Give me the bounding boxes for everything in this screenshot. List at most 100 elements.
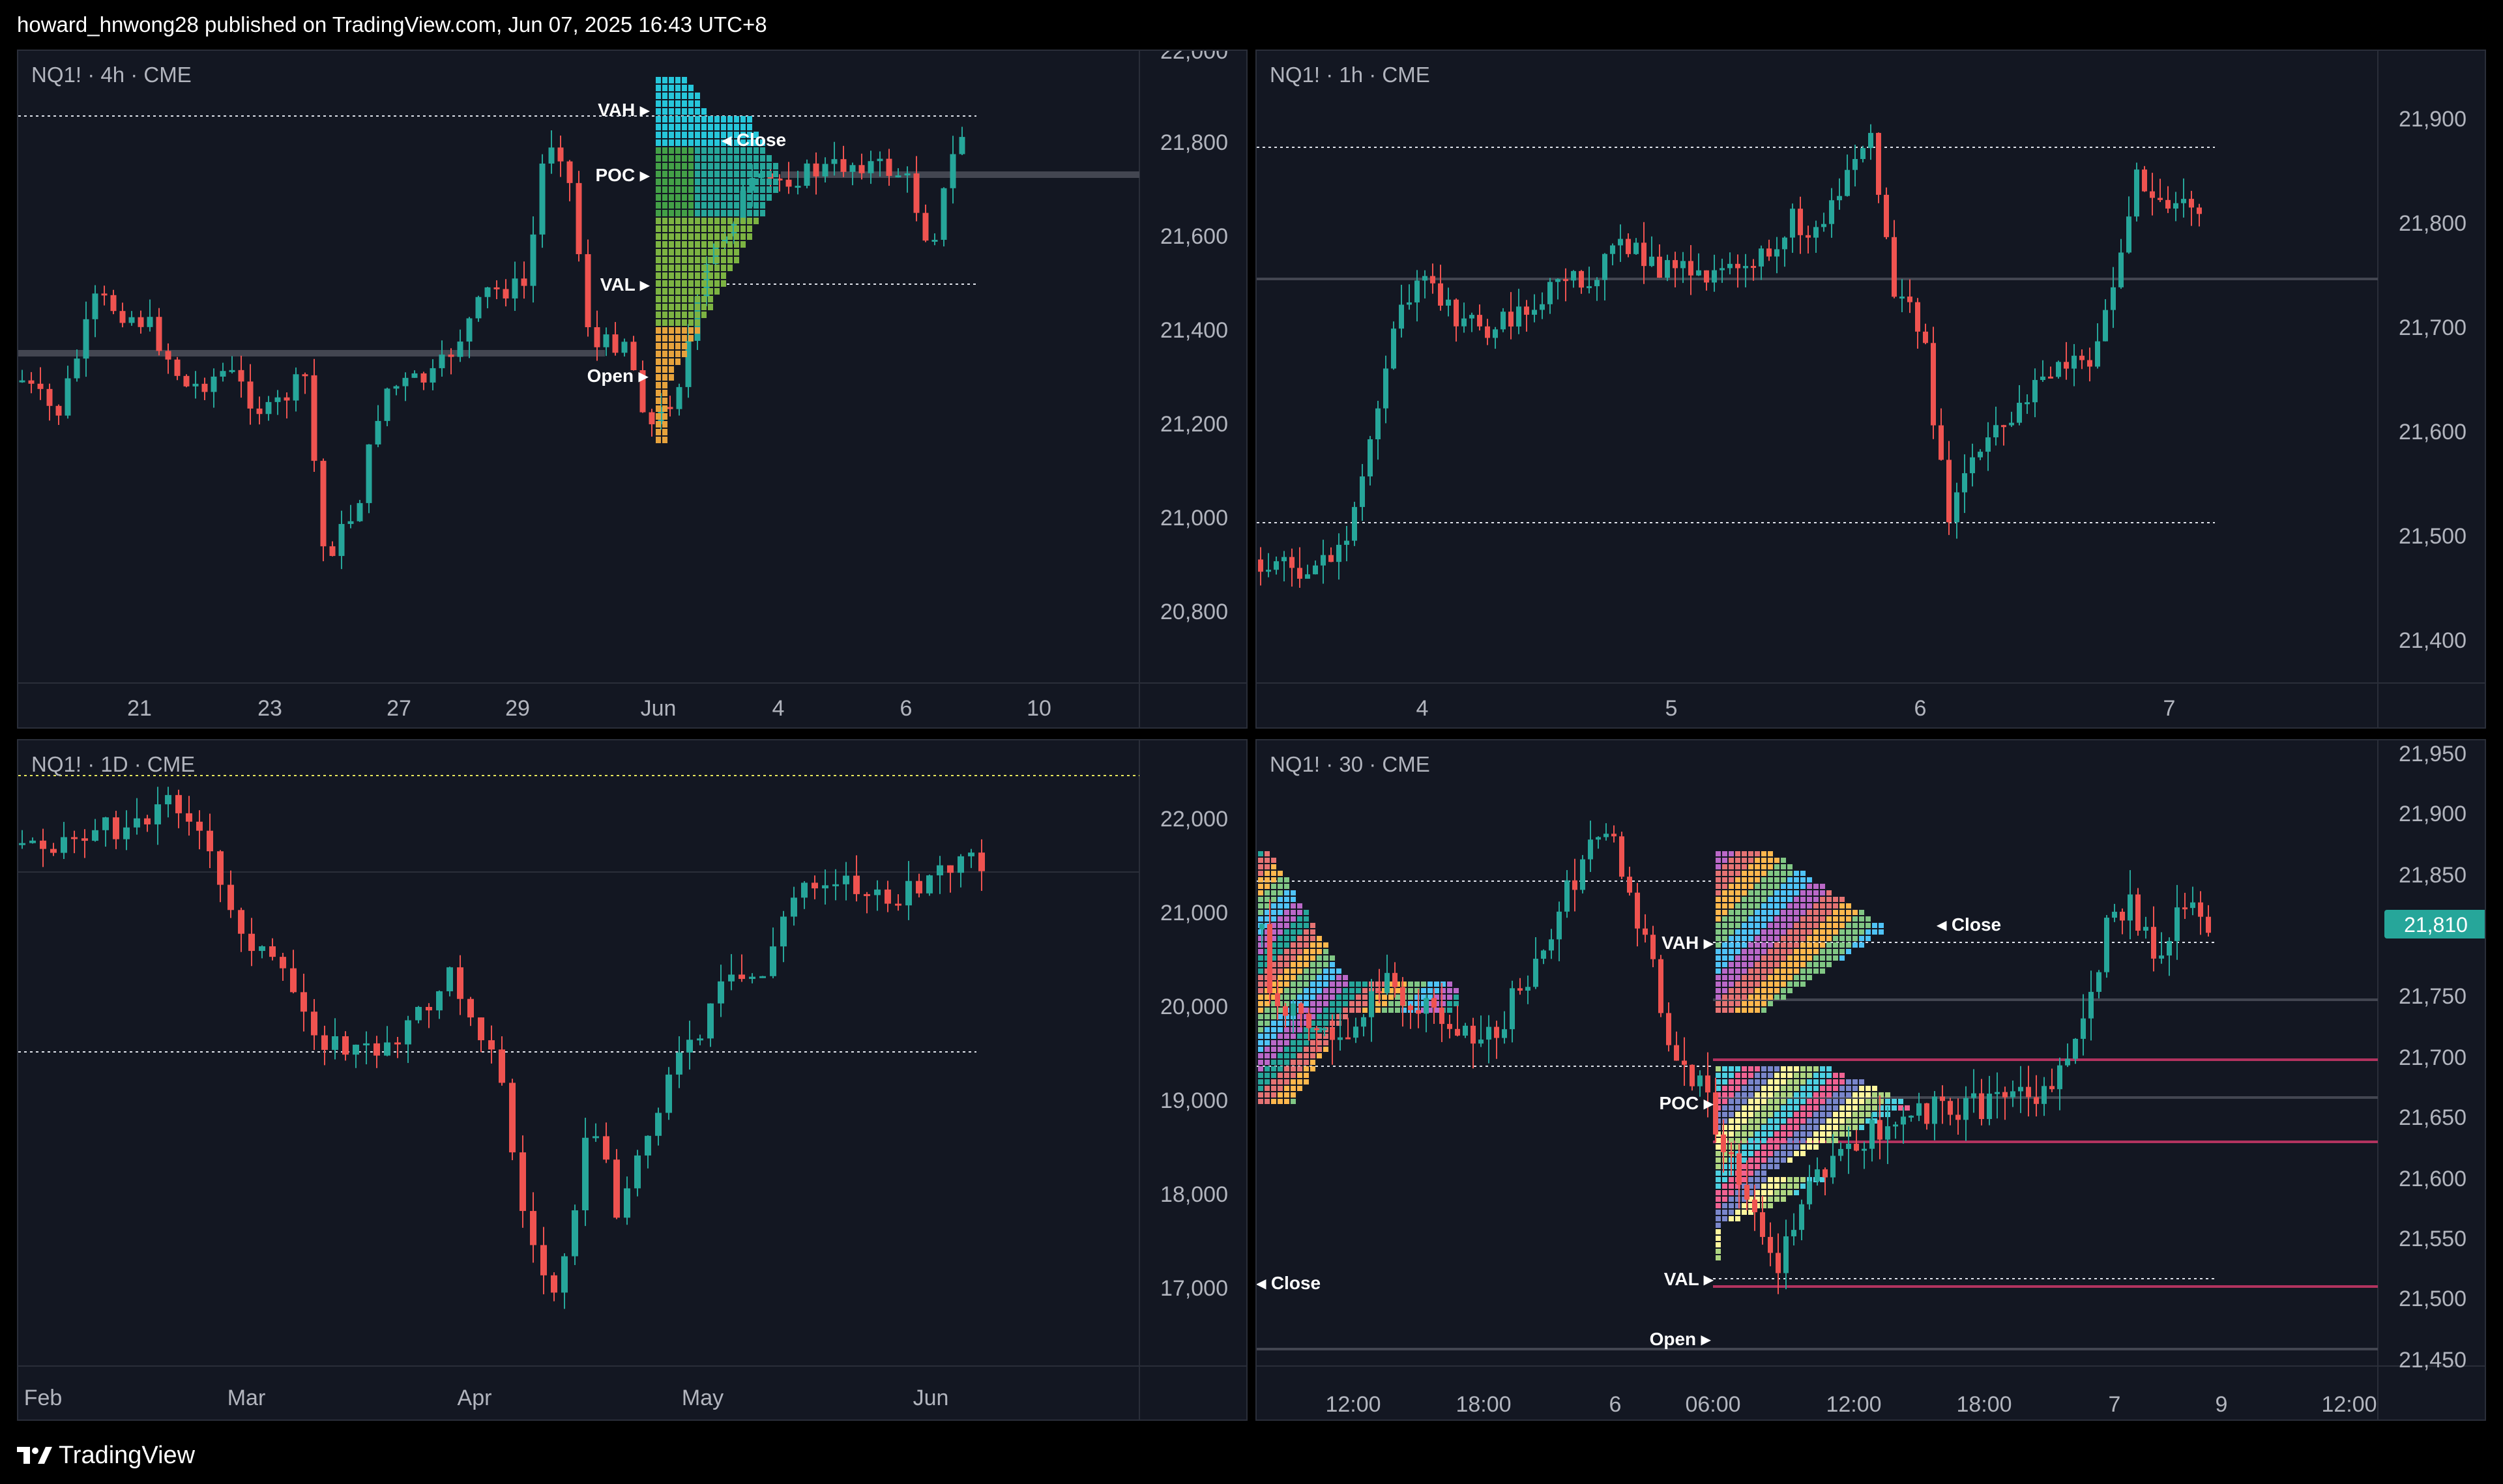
volume-profile-cell	[1454, 988, 1459, 993]
volume-profile-cell	[1395, 995, 1400, 1000]
volume-profile-cell	[1748, 975, 1753, 980]
chart-canvas[interactable]: 21,95021,90021,85021,75021,70021,65021,6…	[1257, 740, 2486, 1421]
volume-profile-cell	[688, 93, 694, 99]
price-tick-label: 21,550	[2399, 1227, 2466, 1251]
time-tick-label: 5	[1665, 696, 1678, 721]
volume-profile-cell	[1826, 1131, 1832, 1137]
volume-profile-cell	[1800, 929, 1806, 935]
volume-profile-cell	[1291, 1073, 1296, 1078]
volume-profile-cell	[1729, 975, 1734, 980]
volume-profile-cell	[1722, 871, 1727, 876]
val-label: VAL ▸	[1664, 1269, 1714, 1289]
volume-profile-cell	[656, 351, 661, 357]
volume-profile-cell	[682, 241, 687, 248]
volume-profile-cell	[1813, 1105, 1819, 1111]
volume-profile-cell	[1735, 949, 1740, 954]
candle-body	[284, 397, 290, 401]
volume-profile-cell	[656, 233, 661, 240]
volume-profile-cell	[1879, 1105, 1884, 1111]
volume-profile-cell	[714, 233, 720, 240]
chart-canvas[interactable]: 22,00021,80021,60021,40021,20021,00020,8…	[18, 51, 1248, 729]
candle-body	[466, 318, 473, 342]
volume-profile-cell	[1742, 929, 1747, 935]
volume-profile-cell	[1768, 982, 1773, 987]
volume-profile-cell	[669, 241, 674, 248]
candle-body	[2173, 203, 2178, 209]
volume-profile-cell	[682, 257, 687, 263]
chart-pane-1h[interactable]: NQ1! · 1h · CME 21,900 21,800 21,700 21,600…	[1255, 50, 2486, 729]
volume-profile-cell	[1761, 1171, 1766, 1176]
volume-profile-cell	[708, 265, 713, 271]
volume-profile-cell	[1774, 884, 1779, 889]
volume-profile-cell	[1258, 916, 1263, 922]
candle-body	[1813, 227, 1819, 238]
volume-profile-cell	[656, 312, 661, 318]
volume-profile-cell	[1742, 1066, 1747, 1071]
volume-profile-cell	[1774, 1164, 1779, 1169]
volume-profile-cell	[721, 241, 726, 248]
volume-profile-cell	[747, 116, 752, 123]
volume-profile-cell	[1813, 955, 1819, 961]
volume-profile-cell	[1807, 968, 1812, 974]
volume-profile-cell	[1761, 858, 1766, 863]
volume-profile-cell	[1846, 1086, 1851, 1091]
volume-profile-cell	[1304, 995, 1309, 1000]
volume-profile-cell	[1761, 1184, 1766, 1189]
volume-profile-cell	[734, 226, 739, 232]
tradingview-logo[interactable]: TradingView	[17, 1440, 195, 1470]
volume-profile-cell	[1794, 1092, 1799, 1098]
volume-profile-cell	[1768, 851, 1773, 856]
candle-body	[958, 856, 964, 873]
volume-profile-cell	[1833, 1073, 1838, 1078]
chart-pane-30m[interactable]: NQ1! · 30 · CME 21,950 21,900 21,850 21,750…	[1255, 739, 2486, 1421]
volume-profile-cell	[1826, 890, 1832, 895]
candle-body	[520, 1152, 526, 1212]
poc-label: POC ▸	[595, 165, 650, 185]
volume-profile-cell	[1826, 1118, 1832, 1124]
volume-profile-cell	[1755, 1131, 1760, 1137]
volume-profile-cell	[1755, 910, 1760, 915]
time-tick-label: 4	[1416, 696, 1429, 721]
volume-profile-cell	[1729, 962, 1734, 967]
volume-profile-cell	[1781, 897, 1786, 902]
volume-profile-cell	[727, 132, 733, 138]
candle-body	[259, 946, 265, 952]
volume-profile-cell	[1813, 1112, 1819, 1117]
volume-profile-cell	[1310, 1040, 1315, 1045]
candle-body	[849, 165, 856, 172]
volume-profile-cell	[1820, 1105, 1825, 1111]
volume-profile-cell	[1729, 1216, 1734, 1221]
candle-body	[1267, 924, 1272, 993]
volume-profile-cell	[1323, 975, 1328, 980]
volume-profile-cell	[669, 265, 674, 271]
chart-pane-4h[interactable]: NQ1! · 4h · CME 22,000 21,800 21,600 21,400…	[17, 50, 1248, 729]
chart-pane-1d[interactable]: NQ1! · 1D · CME 22,000 21,000 20,000 19,000…	[17, 739, 1248, 1421]
volume-profile-cell	[1284, 1073, 1289, 1078]
volume-profile-cell	[1716, 1079, 1721, 1084]
volume-profile-cell	[662, 429, 667, 435]
volume-profile-cell	[1794, 982, 1799, 987]
volume-profile-cell	[708, 202, 713, 209]
volume-profile-cell	[1271, 975, 1276, 980]
volume-profile-cell	[695, 280, 700, 287]
volume-profile-cell	[1310, 1001, 1315, 1006]
candle-body	[1439, 1007, 1444, 1025]
volume-profile-cell	[1742, 858, 1747, 863]
volume-profile-cell	[1820, 916, 1825, 922]
volume-profile-cell	[656, 429, 661, 435]
volume-profile-cell	[1774, 1190, 1779, 1195]
candle-body	[1516, 306, 1521, 327]
volume-profile-cell	[1813, 1066, 1819, 1071]
volume-profile-cell	[1310, 942, 1315, 948]
candle-body	[128, 317, 135, 323]
candle-body	[280, 957, 286, 968]
volume-profile-cell	[1343, 982, 1348, 987]
volume-profile-cell	[1291, 936, 1296, 941]
volume-profile-cell	[1722, 1171, 1727, 1176]
volume-profile-cell	[1839, 1099, 1845, 1104]
volume-profile-cell	[1284, 1099, 1289, 1104]
volume-profile-cell	[1729, 890, 1734, 895]
volume-profile-cell	[1271, 923, 1276, 928]
